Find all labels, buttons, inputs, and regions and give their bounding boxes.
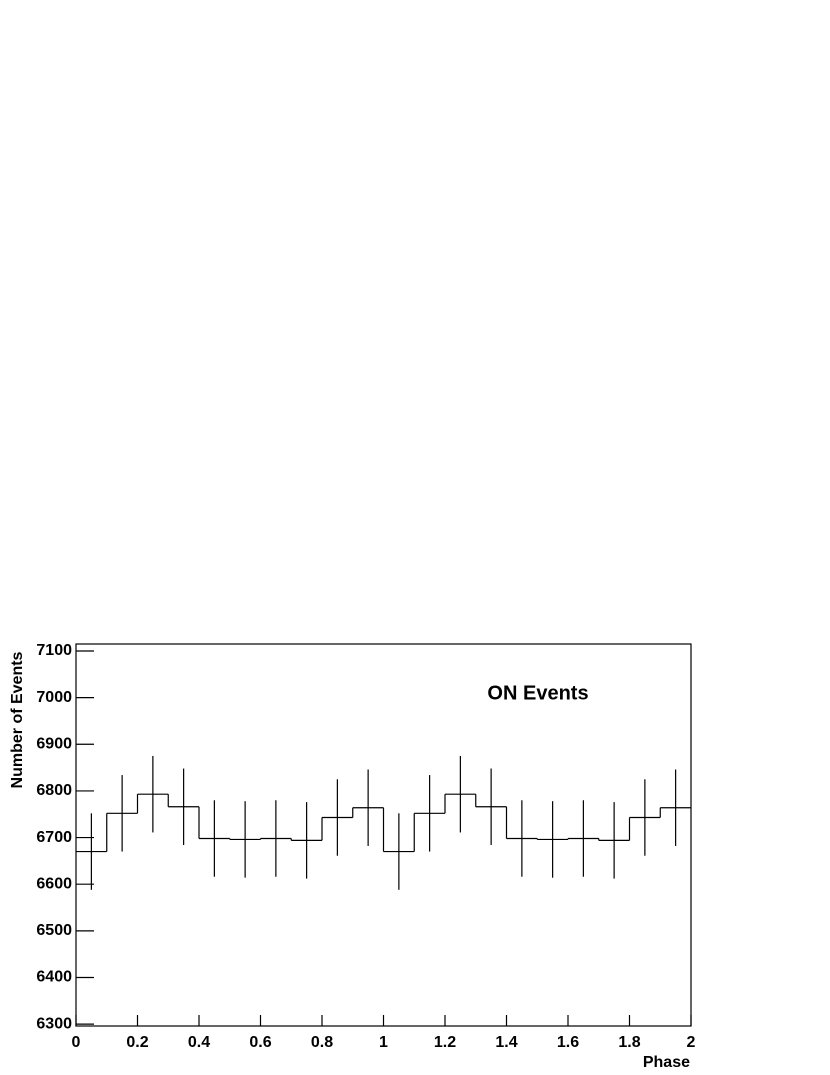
x-tick-label: 1.8 <box>618 1034 640 1051</box>
y-tick-label: 6700 <box>36 829 72 846</box>
y-tick-label: 6400 <box>36 969 72 986</box>
chart-title: ON Events <box>487 682 588 704</box>
x-tick-label: 1.2 <box>434 1034 456 1051</box>
x-tick-label: 0.8 <box>311 1034 333 1051</box>
x-tick-label: 1.6 <box>557 1034 579 1051</box>
y-tick-label: 6300 <box>36 1015 72 1032</box>
y-tick-label: 6900 <box>36 735 72 752</box>
x-tick-label: 2 <box>687 1034 696 1051</box>
y-tick-label: 6800 <box>36 782 72 799</box>
y-tick-label: 6500 <box>36 922 72 939</box>
x-tick-label: 1 <box>379 1034 388 1051</box>
x-axis-label: Phase <box>643 1054 690 1071</box>
y-tick-label: 7100 <box>36 642 72 659</box>
x-tick-label: 0.6 <box>249 1034 271 1051</box>
x-tick-label: 1.4 <box>495 1034 517 1051</box>
x-tick-label: 0 <box>72 1034 81 1051</box>
x-tick-label: 0.4 <box>188 1034 210 1051</box>
y-tick-label: 6600 <box>36 875 72 892</box>
y-tick-label: 7000 <box>36 689 72 706</box>
x-tick-label: 0.2 <box>126 1034 148 1051</box>
y-axis-label: Number of Events <box>9 651 26 788</box>
